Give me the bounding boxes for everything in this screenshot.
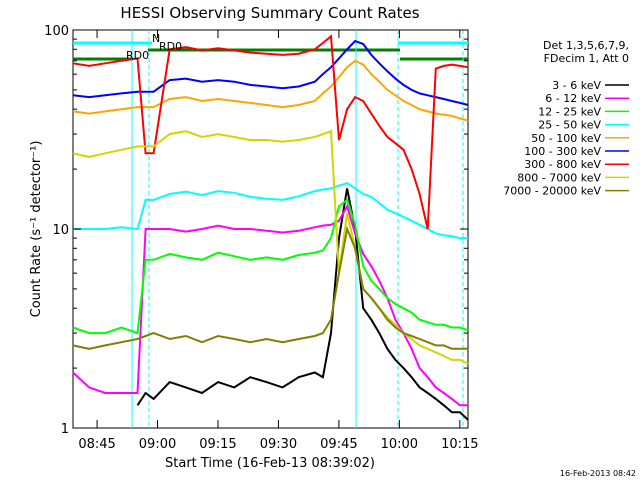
x-tick-label: 09:30	[260, 437, 297, 452]
legend-header-line-1: Det 1,3,5,6,7,9,	[543, 39, 629, 52]
x-tick-label: 10:15	[441, 437, 478, 452]
generated-timestamp: 16-Feb-2013 08:42	[560, 469, 636, 478]
annotation-rd0-right: RD0	[159, 40, 182, 53]
legend-label-2: 12 - 25 keV	[538, 105, 601, 118]
x-axis-ticks: 08:45 09:00 09:15 09:30 09:45 10:00 10:15	[78, 30, 479, 452]
legend-label-0: 3 - 6 keV	[552, 79, 601, 92]
legend-label-3: 25 - 50 keV	[538, 119, 601, 132]
x-axis-label: Start Time (16-Feb-13 08:39:02)	[165, 456, 375, 471]
series-line-7	[72, 129, 469, 365]
legend-label-4: 50 - 100 keV	[531, 132, 601, 145]
y-tick-label: 100	[44, 24, 69, 39]
x-tick-label: 09:15	[199, 437, 236, 452]
chart-title: HESSI Observing Summary Count Rates	[120, 4, 419, 22]
x-tick-label: 09:00	[139, 437, 176, 452]
annotation-rd0-left: RD0	[126, 49, 149, 62]
y-tick-label: 1	[61, 422, 69, 437]
legend-label-5: 100 - 300 keV	[524, 145, 601, 158]
y-axis-label: Count Rate (s⁻¹ detector⁻¹)	[29, 141, 44, 318]
y-axis-ticks: 1 10 100	[44, 24, 468, 437]
y-minor-ticks	[73, 38, 468, 369]
series-line-3	[73, 182, 468, 240]
x-tick-label: 10:00	[381, 437, 418, 452]
legend-label-6: 300 - 800 keV	[524, 158, 601, 171]
legend-label-8: 7000 - 20000 keV	[503, 185, 601, 198]
series-line-6	[72, 34, 469, 230]
series-line-4	[72, 59, 469, 122]
annotation-n: N	[152, 32, 160, 45]
x-tick-label: 09:45	[320, 437, 357, 452]
legend: Det 1,3,5,6,7,9, FDecim 1, Att 0 3 - 6 k…	[503, 39, 629, 198]
series-line-5	[72, 39, 469, 106]
annotation-layer: N RD0 RD0	[126, 32, 182, 62]
series-line-2	[72, 198, 469, 335]
series-line-1	[72, 203, 468, 407]
series-layer	[72, 34, 469, 421]
legend-label-1: 6 - 12 keV	[545, 92, 601, 105]
legend-label-7: 800 - 7000 keV	[517, 171, 601, 184]
y-tick-label: 10	[52, 223, 69, 238]
x-tick-label: 08:45	[78, 437, 115, 452]
plot-area: N RD0 RD0	[72, 29, 469, 429]
series-line-8	[72, 225, 468, 350]
legend-header-line-2: FDecim 1, Att 0	[544, 52, 629, 65]
